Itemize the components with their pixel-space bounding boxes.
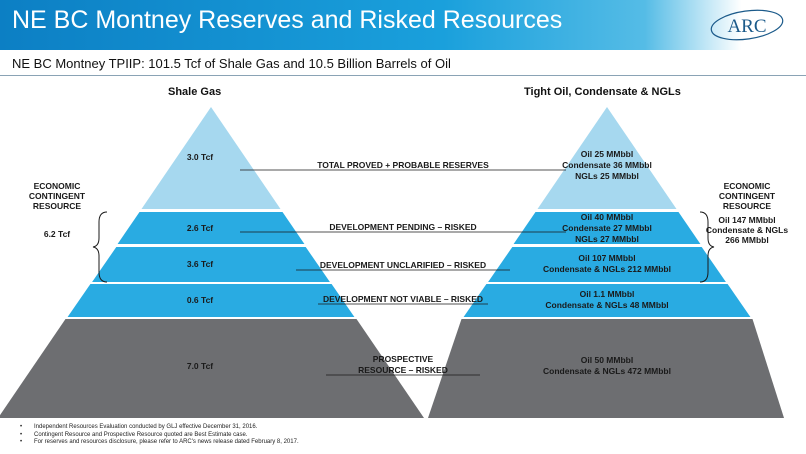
liq-prospective-cond: Condensate & NGLs 472 MMbbl	[543, 366, 671, 376]
gas-prospective-tier	[0, 319, 424, 418]
header-banner: NE BC Montney Reserves and Risked Resour…	[0, 0, 806, 50]
liq-pending-oil: Oil 40 MMbbl	[581, 212, 633, 222]
left-brace	[92, 211, 108, 283]
liq-unclarified-oil: Oil 107 MMbbl	[578, 253, 635, 263]
footnote-1: • Independent Resources Evaluation conduc…	[20, 424, 258, 430]
category-not-viable: DEVELOPMENT NOT VIABLE – RISKED	[323, 294, 483, 304]
right-contingent-label: ECONOMIC CONTINGENT RESOURCE	[718, 181, 776, 211]
liquids-heading: Tight Oil, Condensate & NGLs	[524, 86, 681, 98]
footnote-2: • Contingent Resource and Prospective Res…	[20, 431, 248, 438]
liq-reserves-oil: Oil 25 MMbbl	[581, 149, 633, 159]
logo-text: ARC	[727, 16, 766, 37]
right-contingent-value: Oil 147 MMbbl Condensate & NGLs 266 MMbb…	[705, 215, 789, 245]
liq-pending-ngl: NGLs 27 MMbbl	[575, 234, 639, 244]
gas-reserves-value: 3.0 Tcf	[187, 152, 213, 162]
liquids-not-viable-tier	[463, 284, 751, 317]
gas-pending-tier	[117, 212, 305, 244]
gas-unclarified-tier	[92, 247, 330, 282]
gas-not-viable-value: 0.6 Tcf	[187, 295, 213, 305]
category-unclarified: DEVELOPMENT UNCLARIFIED – RISKED	[320, 260, 486, 270]
liq-not-viable-cond: Condensate & NGLs 48 MMbbl	[545, 300, 668, 310]
liquids-prospective-tier	[428, 319, 784, 418]
connector-lines	[240, 169, 566, 376]
category-prospective-line2: RESOURCE – RISKED	[358, 365, 448, 375]
liq-not-viable-oil: Oil 1.1 MMbbl	[580, 289, 635, 299]
gas-prospective-value: 7.0 Tcf	[187, 361, 213, 371]
liq-prospective-oil: Oil 50 MMbbl	[581, 355, 633, 365]
category-reserves: TOTAL PROVED + PROBABLE RESERVES	[317, 160, 489, 170]
liq-pending-cond: Condensate 27 MMbbl	[562, 223, 652, 233]
liquids-pending-tier	[513, 212, 701, 244]
liq-unclarified-cond: Condensate & NGLs 212 MMbbl	[543, 264, 671, 274]
footnote-3: • For reserves and resources disclosure, …	[20, 439, 299, 445]
gas-reserves-tier	[141, 107, 281, 209]
liquids-reserves-tier	[537, 107, 677, 209]
category-pending: DEVELOPMENT PENDING – RISKED	[329, 222, 476, 232]
gas-not-viable-tier	[67, 284, 355, 317]
right-brace	[699, 211, 715, 283]
page-title: NE BC Montney Reserves and Risked Resour…	[12, 6, 563, 34]
liq-reserves-cond: Condensate 36 MMbbl	[562, 160, 652, 170]
left-contingent-label: ECONOMIC CONTINGENT RESOURCE	[28, 181, 86, 211]
category-prospective-line1: PROSPECTIVE	[373, 354, 434, 364]
liq-reserves-ngl: NGLs 25 MMbbl	[575, 171, 639, 181]
arc-logo: ARC	[710, 9, 784, 41]
footnotes: • Independent Resources Evaluation conduc…	[20, 424, 299, 447]
liquids-unclarified-tier	[488, 247, 726, 282]
gas-unclarified-value: 3.6 Tcf	[187, 259, 213, 269]
subtitle: NE BC Montney TPIIP: 101.5 Tcf of Shale …	[12, 56, 451, 71]
shale-gas-heading: Shale Gas	[168, 86, 222, 98]
left-contingent-value: 6.2 Tcf	[43, 229, 71, 239]
gas-pending-value: 2.6 Tcf	[187, 223, 213, 233]
divider	[0, 75, 806, 76]
